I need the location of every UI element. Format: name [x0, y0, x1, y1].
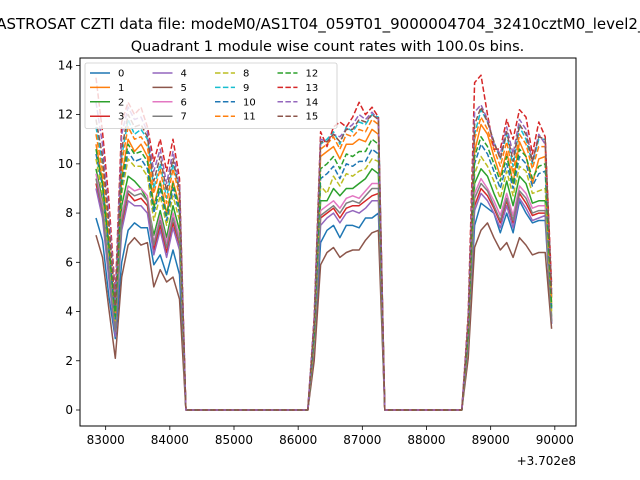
- legend-entry-label: 13: [306, 83, 319, 94]
- y-tick-label: 12: [58, 108, 73, 122]
- legend-entry-label: 4: [181, 69, 187, 80]
- axes-title: Quadrant 1 module wise count rates with …: [131, 39, 525, 55]
- series-line-5: [95, 222, 553, 411]
- x-axis: 83000 84000 85000 86000 87000 88000 89000 90000: [87, 426, 574, 447]
- x-tick-label: 88000: [407, 433, 445, 447]
- y-tick-label: 6: [65, 255, 73, 269]
- series-line-1: [95, 123, 553, 411]
- legend-entry-label: 9: [243, 83, 249, 94]
- legend-entry-label: 8: [243, 69, 249, 80]
- legend-entry-label: 14: [306, 97, 319, 108]
- x-tick-label: 83000: [87, 433, 125, 447]
- legend-entry-label: 2: [118, 97, 124, 108]
- x-tick-label: 90000: [536, 433, 574, 447]
- legend-entry-label: 10: [243, 97, 256, 108]
- legend-entry-label: 6: [181, 97, 187, 108]
- legend-entry-label: 1: [118, 83, 124, 94]
- series-line-4: [95, 188, 553, 411]
- y-axis: 0 2 4 6 8 10 12 14: [58, 58, 80, 417]
- series-line-12: [95, 136, 553, 411]
- y-tick-label: 10: [58, 157, 73, 171]
- legend-box: [84, 62, 338, 129]
- series-line-7: [95, 178, 553, 411]
- axes-frame: [79, 57, 577, 427]
- series-line-15: [95, 106, 553, 411]
- y-tick-label: 0: [65, 403, 73, 417]
- series-line-0: [95, 200, 553, 411]
- legend-entry-label: 0: [118, 69, 124, 80]
- legend-entry-label: 12: [306, 69, 319, 80]
- x-tick-label: 85000: [215, 433, 253, 447]
- series-line-10: [95, 143, 553, 411]
- figure-suptitle: Light curves of ASTROSAT CZTI data file:…: [0, 15, 640, 34]
- legend-entry-label: 3: [118, 112, 124, 123]
- x-tick-label: 87000: [343, 433, 381, 447]
- x-tick-label: 89000: [472, 433, 510, 447]
- series-line-11: [95, 116, 553, 411]
- x-axis-offset-label: +3.702e8: [517, 454, 576, 468]
- y-tick-label: 14: [58, 58, 73, 72]
- x-tick-label: 86000: [279, 433, 317, 447]
- y-tick-label: 4: [65, 305, 73, 319]
- y-tick-label: 8: [65, 206, 73, 220]
- legend-entry-label: 11: [243, 112, 256, 123]
- legend-entry-label: 5: [181, 83, 187, 94]
- legend-entry-label: 7: [181, 112, 187, 123]
- y-tick-label: 2: [65, 354, 73, 368]
- x-tick-label: 84000: [151, 433, 189, 447]
- series-line-8: [95, 155, 553, 411]
- legend-entry-label: 15: [306, 112, 319, 123]
- series-line-6: [95, 173, 553, 411]
- series-line-2: [95, 168, 553, 411]
